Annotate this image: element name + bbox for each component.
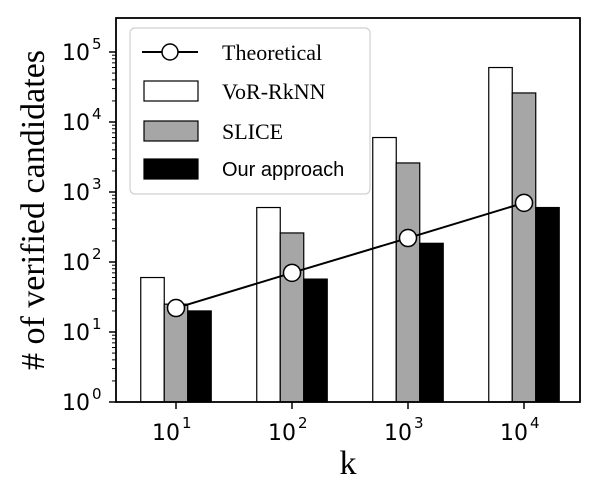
theoretical-point-3 [398,228,418,248]
legend-label-our-approach: Our approach [222,159,344,181]
bar-vor-rknn-2 [256,206,281,403]
bar-our-approach-2 [303,278,328,403]
legend-entry-slice: SLICE [143,119,283,144]
legend-label-vor-rknn: VoR-RkNN [222,79,326,104]
y-tick-label: 10 [62,181,90,206]
bar-our-approach-3 [419,242,444,403]
x-tick-label: 10 [152,421,180,446]
y-tick-label: 10 [62,321,90,346]
x-tick-exponent: 2 [298,414,308,432]
legend-swatch-vor-rknn [143,80,199,102]
plot-frame [115,17,581,403]
legend-entry-our-approach: Our approach [143,158,344,181]
legend-entry-theoretical: Theoretical [142,40,322,65]
legend-label-slice: SLICE [222,119,283,144]
x-tick-exponent: 3 [414,414,424,432]
y-tick-exponent: 0 [92,385,102,403]
bar-slice-4 [511,92,537,403]
y-tick-exponent: 5 [92,35,102,53]
y-tick-label: 10 [62,251,90,276]
legend-swatch-slice [143,120,199,142]
legend-entry-vor-rknn: VoR-RkNN [143,79,326,104]
y-tick-label: 10 [62,391,90,416]
x-tick-exponent: 4 [530,414,540,432]
legend: Theoretical VoR-RkNN SLICE Our approach [129,27,371,195]
bar-vor-rknn-3 [372,136,397,403]
y-tick-exponent: 2 [92,245,102,263]
y-tick-label: 10 [62,111,90,136]
theoretical-line [175,201,525,309]
legend-label-theoretical: Theoretical [222,40,322,65]
bar-vor-rknn-1 [140,276,165,403]
x-tick-label: 10 [384,421,412,446]
legend-swatch-our-approach [143,158,199,180]
x-tick-label: 10 [500,421,528,446]
x-axis-ticks: 10 1 10 2 10 3 10 4 [152,402,540,446]
bar-slice-3 [395,162,421,403]
y-tick-exponent: 1 [92,315,102,333]
theoretical-point-4 [514,193,534,213]
x-tick-exponent: 1 [182,414,192,432]
y-tick-exponent: 4 [92,105,102,123]
bar-our-approach-4 [535,206,560,403]
bar-our-approach-1 [187,310,212,403]
bar-slice-2 [279,232,305,403]
bar-vor-rknn-4 [488,66,513,403]
legend-circle-marker [161,43,179,61]
x-tick-label: 10 [268,421,296,446]
theoretical-line-layer [166,193,534,318]
x-axis-label: k [340,445,357,482]
theoretical-point-2 [282,263,302,283]
y-tick-exponent: 3 [92,175,102,193]
theoretical-point-1 [166,298,186,318]
y-tick-label: 10 [62,41,90,66]
y-axis-label: # of verified candidates [15,50,52,370]
legend-frame [129,27,371,195]
bar-slice-1 [163,303,189,403]
bars-layer [140,66,560,403]
